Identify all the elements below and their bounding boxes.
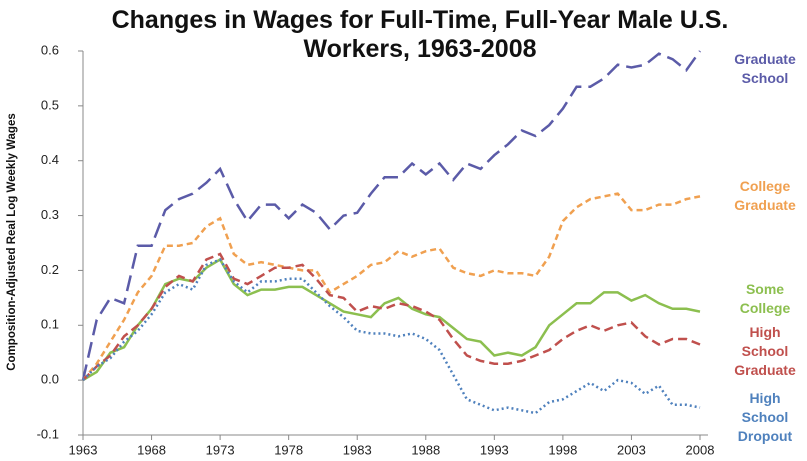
x-tick-label: 2003: [617, 442, 646, 457]
y-tick-label: 0.0: [41, 372, 59, 387]
legend-label: College Graduate: [734, 178, 796, 213]
x-tick-label: 1988: [411, 442, 440, 457]
legend-label: Some College: [739, 281, 791, 316]
y-axis-label: Composition-Adjusted Real Log Weekly Wag…: [6, 113, 18, 371]
chart-title: Changes in Wages for Full-Time, Full-Yea…: [111, 6, 729, 63]
x-tick-label: 1973: [206, 442, 235, 457]
x-tick-label: 2008: [686, 442, 715, 457]
y-tick-label: 0.2: [41, 262, 59, 277]
y-tick-label: -0.1: [37, 426, 59, 441]
series-line: [82, 192, 701, 381]
x-tick-label: 1993: [480, 442, 509, 457]
x-tick-label: 1963: [69, 442, 98, 457]
x-tick-label: 1983: [343, 442, 372, 457]
y-tick-label: 0.4: [41, 152, 59, 167]
x-tick-label: 1978: [274, 442, 303, 457]
y-tick-label: 0.1: [41, 317, 59, 332]
y-tick-label: 0.3: [41, 207, 59, 222]
series-line: [81, 50, 702, 381]
legend-label: Graduate School: [734, 51, 796, 86]
y-tick-label: 0.5: [41, 97, 59, 112]
x-tick-label: 1998: [548, 442, 577, 457]
x-tick-label: 1968: [137, 442, 166, 457]
series-line: [82, 257, 701, 382]
legend-label: High School Graduate: [734, 324, 796, 378]
series-line: [82, 252, 701, 381]
y-tick-label: 0.6: [41, 42, 59, 57]
legend-label: High School Dropout: [737, 390, 793, 444]
series-line: [82, 257, 701, 415]
